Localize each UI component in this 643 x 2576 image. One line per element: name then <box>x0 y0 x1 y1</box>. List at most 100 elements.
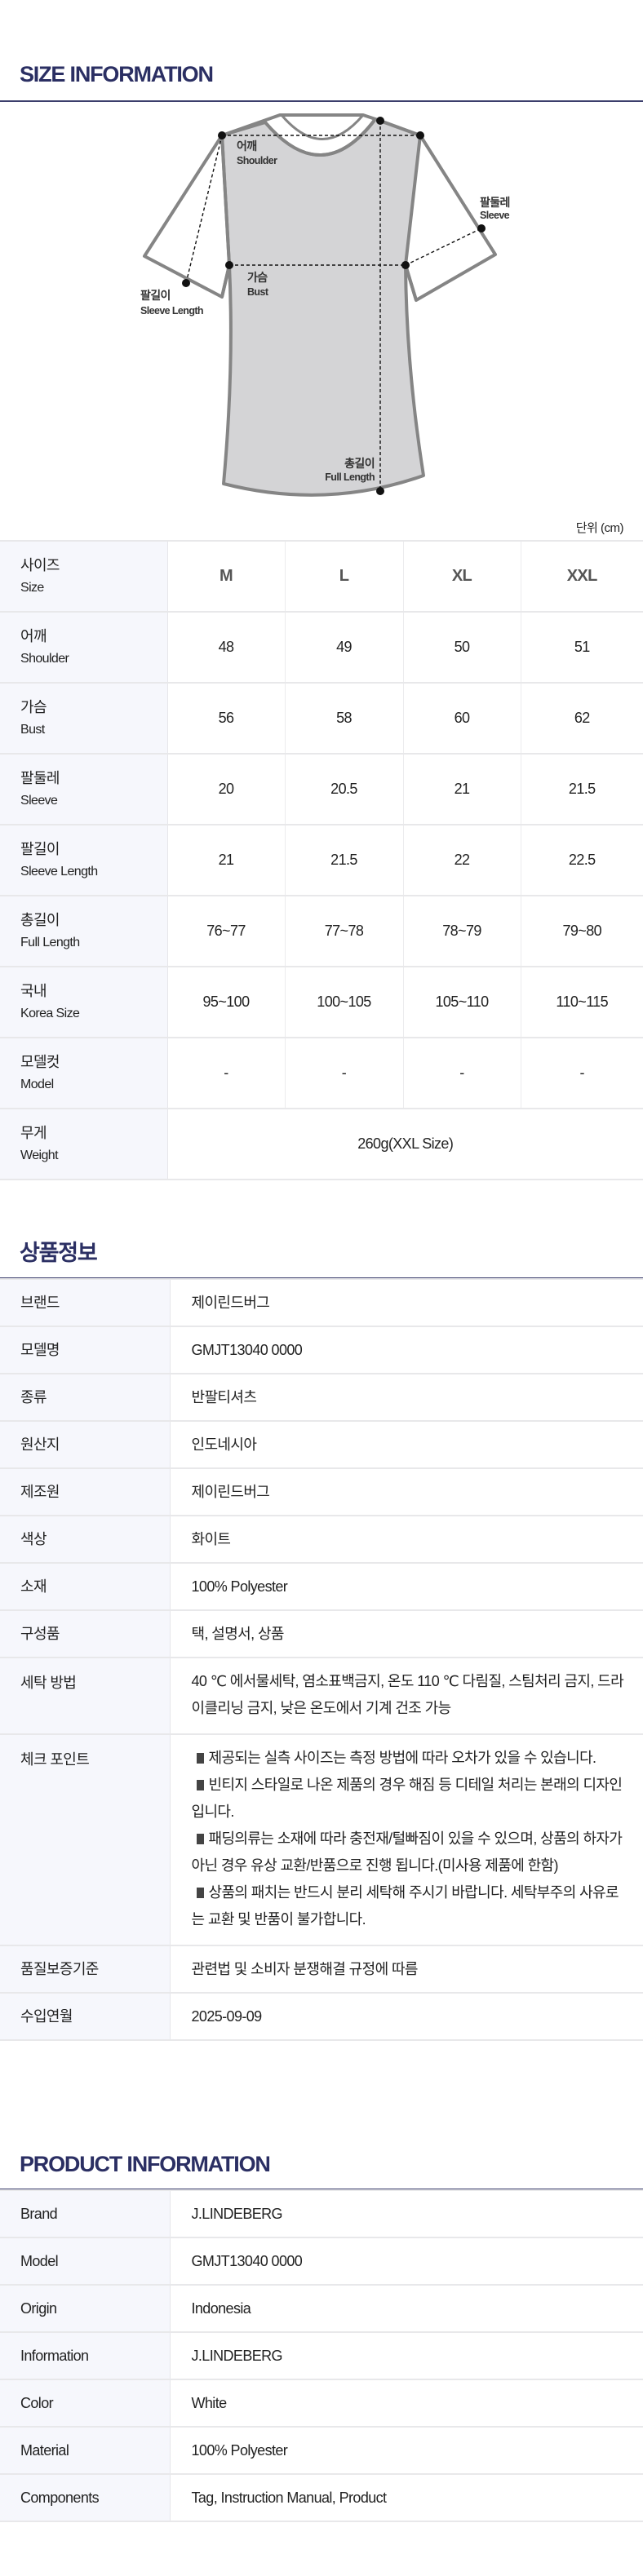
size-value: 56 <box>166 682 285 754</box>
full-length-label-en: Full Length <box>325 471 375 483</box>
info-label: Color <box>0 2379 171 2427</box>
size-table: 사이즈 Size M L XL XXL 어깨 Shoulder 48 49 50 51 가슴 Bust 56… <box>0 540 643 1180</box>
sleeve-length-label-ko: 팔길이 <box>140 289 171 302</box>
row-label-ko: 국내 <box>20 982 47 999</box>
row-label-en: Full Length <box>20 935 80 949</box>
sleeve-label-ko: 팔둘레 <box>480 196 510 209</box>
info-row: Model GMJT13040 0000 <box>0 2237 643 2285</box>
check-point-item: 제공되는 실측 사이즈는 측정 방법에 따라 오차가 있을 수 있습니다. <box>192 1745 629 1772</box>
row-label-ko: 사이즈 <box>20 556 60 573</box>
info-value: GMJT13040 0000 <box>170 2237 643 2285</box>
row-label: 무게 Weight <box>0 1108 168 1180</box>
size-value: 22.5 <box>520 824 643 896</box>
bullet-square-icon <box>196 1780 204 1790</box>
size-value: 20.5 <box>284 753 403 825</box>
bullet-square-icon <box>196 1888 204 1898</box>
check-point-item: 패딩의류는 소재에 따라 충전재/털빠짐이 있을 수 있으며, 상품의 하자가 … <box>192 1826 629 1879</box>
shoulder-label-en: Shoulder <box>237 155 277 166</box>
info-label: Brand <box>0 2189 171 2237</box>
row-label-en: Shoulder <box>20 651 69 666</box>
row-label: 모델컷 Model <box>0 1037 168 1109</box>
info-row: 세탁 방법 40 ℃ 에서물세탁, 염소표백금지, 온도 110 ℃ 다림질, 스… <box>0 1657 643 1734</box>
weight-value: 260g(XXL Size) <box>166 1108 643 1180</box>
size-value: 95~100 <box>166 966 285 1038</box>
sleeve-length-measure-line <box>185 135 223 284</box>
info-label: 수입연월 <box>0 1992 171 2041</box>
check-point-text: 패딩의류는 소재에 따라 충전재/털빠짐이 있을 수 있으며, 상품의 하자가 … <box>191 1830 623 1874</box>
size-value: 21 <box>402 753 521 825</box>
size-value: 79~80 <box>520 895 643 967</box>
size-value: 48 <box>166 611 285 683</box>
shoulder-label-ko: 어깨 <box>237 139 257 153</box>
info-label: 품질보증기준 <box>0 1945 171 1993</box>
size-column-header: XXL <box>520 540 643 612</box>
row-label-en: Weight <box>20 1148 59 1162</box>
info-value: Tag, Instruction Manual, Product <box>170 2473 643 2522</box>
info-value: 100% Polyester <box>170 1562 643 1610</box>
info-value: 반팔티셔츠 <box>170 1373 643 1421</box>
info-label: 체크 포인트 <box>0 1733 171 1945</box>
size-table-row: 가슴 Bust 56 58 60 62 <box>0 682 643 754</box>
info-value: 100% Polyester <box>170 2426 643 2474</box>
info-value: 인도네시아 <box>170 1420 643 1468</box>
info-row: 소재 100% Polyester <box>0 1562 643 1610</box>
weight-row: 무게 Weight 260g(XXL Size) <box>0 1108 643 1180</box>
size-column-header: L <box>284 540 403 612</box>
size-value: - <box>520 1037 643 1109</box>
info-row: 원산지 인도네시아 <box>0 1420 643 1468</box>
info-row: 모델명 GMJT13040 0000 <box>0 1326 643 1374</box>
info-label: 종류 <box>0 1373 171 1421</box>
size-value: 105~110 <box>402 966 521 1038</box>
size-value: 20 <box>166 753 285 825</box>
info-row: 브랜드 제이린드버그 <box>0 1278 643 1326</box>
row-label-en: Model <box>20 1077 54 1091</box>
size-column-header: XL <box>402 540 521 612</box>
info-label: 소재 <box>0 1562 171 1610</box>
info-label: 색상 <box>0 1515 171 1563</box>
size-value: 60 <box>402 682 521 754</box>
row-label: 가슴 Bust <box>0 682 168 754</box>
measure-point <box>225 261 233 269</box>
row-label: 총길이 Full Length <box>0 895 168 967</box>
row-label-en: Sleeve <box>20 793 58 808</box>
check-point-item: 상품의 패치는 반드시 분리 세탁해 주시기 바랍니다. 세탁부주의 사유로는 … <box>192 1879 629 1933</box>
measure-point <box>477 224 486 232</box>
info-row: Origin Indonesia <box>0 2284 643 2332</box>
info-row: Information J.LINDEBERG <box>0 2331 643 2379</box>
info-row: 종류 반팔티셔츠 <box>0 1373 643 1421</box>
measure-point <box>218 131 226 139</box>
row-label-en: Size <box>20 580 44 595</box>
info-value: Indonesia <box>170 2284 643 2332</box>
info-label: 원산지 <box>0 1420 171 1468</box>
info-row: 구성품 택, 설명서, 상품 <box>0 1609 643 1658</box>
row-label-ko: 팔길이 <box>20 840 60 857</box>
measure-point <box>376 117 384 125</box>
check-point-text: 제공되는 실측 사이즈는 측정 방법에 따라 오차가 있을 수 있습니다. <box>208 1750 597 1766</box>
size-table-row: 어깨 Shoulder 48 49 50 51 <box>0 611 643 683</box>
info-label: 모델명 <box>0 1326 171 1374</box>
row-label-en: Korea Size <box>20 1006 80 1020</box>
size-value: 22 <box>402 824 521 896</box>
info-label: Components <box>0 2473 171 2522</box>
size-value: 76~77 <box>166 895 285 967</box>
row-label-ko: 총길이 <box>20 911 60 928</box>
row-label: 국내 Korea Size <box>0 966 168 1038</box>
info-label: Material <box>0 2426 171 2474</box>
title-divider <box>0 2189 643 2190</box>
size-value: 100~105 <box>284 966 403 1038</box>
size-value: - <box>402 1037 521 1109</box>
info-value: 관련법 및 소비자 분쟁해결 규정에 따름 <box>170 1945 643 1993</box>
size-table-row: 국내 Korea Size 95~100 100~105 105~110 110~115 <box>0 966 643 1038</box>
unit-label: 단위 (cm) <box>575 521 624 535</box>
info-row: 품질보증기준 관련법 및 소비자 분쟁해결 규정에 따름 <box>0 1945 643 1993</box>
info-row: 수입연월 2025-09-09 <box>0 1992 643 2041</box>
row-label-en: Bust <box>20 722 45 737</box>
bullet-square-icon <box>196 1834 204 1844</box>
info-row: 체크 포인트 제공되는 실측 사이즈는 측정 방법에 따라 오차가 있을 수 있습… <box>0 1733 643 1945</box>
title-divider <box>0 1277 643 1279</box>
info-row: Components Tag, Instruction Manual, Produ… <box>0 2473 643 2522</box>
check-point-text: 상품의 패치는 반드시 분리 세탁해 주시기 바랍니다. 세탁부주의 사유로는 … <box>191 1884 619 1928</box>
sleeve-measure-line <box>405 228 482 266</box>
size-table-row: 팔길이 Sleeve Length 21 21.5 22 22.5 <box>0 824 643 896</box>
sleeve-length-label-en: Sleeve Length <box>140 305 203 316</box>
